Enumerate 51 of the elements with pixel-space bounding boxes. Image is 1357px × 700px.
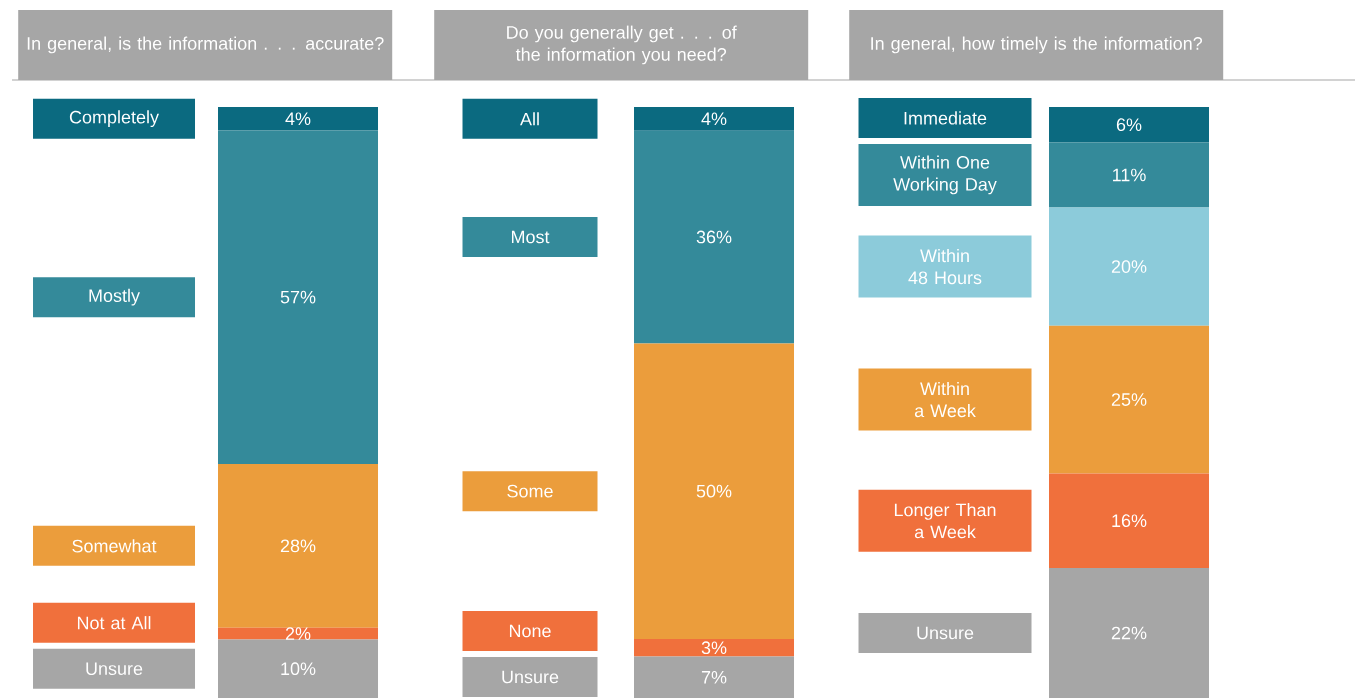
text: Unsure bbox=[917, 626, 974, 640]
data-label: 11% bbox=[1113, 168, 1146, 182]
chart-title: In general, is the information . . . accurate? bbox=[27, 36, 384, 54]
text: Within 48 Hours bbox=[908, 248, 982, 285]
data-label: 36% bbox=[696, 230, 732, 244]
bar bbox=[218, 627, 379, 640]
bar bbox=[634, 656, 795, 698]
text: Somewhat bbox=[72, 539, 157, 553]
text: None bbox=[509, 624, 551, 638]
bar bbox=[1049, 567, 1210, 698]
text: Within a Week bbox=[914, 381, 976, 418]
text: Unsure bbox=[502, 670, 559, 684]
data-label: 7% bbox=[701, 670, 727, 684]
text: Completely bbox=[69, 110, 159, 128]
bar bbox=[634, 343, 795, 639]
data-label: 6% bbox=[1116, 118, 1142, 132]
data-label: 16% bbox=[1112, 514, 1147, 528]
bar bbox=[218, 639, 379, 698]
chart-title: Do you generally get . . . of the information you need? bbox=[507, 25, 737, 65]
bar bbox=[634, 130, 795, 344]
data-label: 3% bbox=[701, 641, 727, 655]
data-label: 22% bbox=[1111, 626, 1147, 640]
text: Immediate bbox=[904, 111, 987, 125]
text: Within One Working Day bbox=[893, 155, 997, 195]
data-label: 57% bbox=[280, 290, 316, 304]
bar bbox=[1049, 325, 1210, 474]
bar bbox=[218, 130, 379, 464]
bar bbox=[1049, 142, 1210, 208]
text: Mostly bbox=[89, 288, 140, 306]
text: Longer Than a Week bbox=[894, 503, 996, 539]
text: All bbox=[520, 112, 539, 126]
data-label: 10% bbox=[281, 662, 316, 676]
data-label: 4% bbox=[701, 112, 727, 126]
bar bbox=[634, 638, 795, 657]
bar bbox=[218, 463, 379, 628]
bar bbox=[1049, 207, 1210, 326]
data-label: 2% bbox=[285, 627, 311, 640]
bar bbox=[1049, 473, 1210, 568]
bar bbox=[1049, 106, 1210, 143]
bar bbox=[634, 106, 795, 131]
data-label: 28% bbox=[280, 539, 316, 553]
text: Unsure bbox=[86, 662, 143, 675]
chart-title: In general, how timely is the information? bbox=[871, 36, 1203, 54]
data-label: 20% bbox=[1111, 260, 1147, 273]
text: Some bbox=[507, 484, 553, 498]
text: Most bbox=[511, 230, 550, 244]
data-label: 50% bbox=[696, 484, 732, 498]
data-label: 4% bbox=[285, 112, 311, 125]
text: Not at All bbox=[77, 616, 151, 630]
bar bbox=[218, 106, 379, 131]
data-label: 25% bbox=[1111, 393, 1147, 406]
